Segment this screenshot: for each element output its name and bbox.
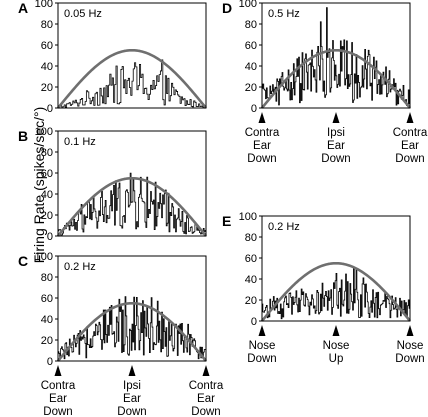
position-marker-arrow [406, 112, 414, 123]
response-histogram [58, 172, 206, 236]
frequency-label: 0.05 Hz [64, 8, 102, 20]
panel-letter: D [222, 0, 232, 16]
y-tick-label: 40 [245, 61, 257, 73]
y-tick-label: 100 [35, 251, 53, 263]
y-tick-label: 0 [47, 231, 53, 243]
panel-letter: A [18, 0, 28, 16]
position-label: Nose Down [395, 340, 424, 365]
plot-frame [57, 130, 207, 237]
position-label: Contra Ear Down [189, 380, 224, 417]
y-tick-label: 20 [41, 335, 53, 347]
y-tick-label: 60 [41, 168, 53, 180]
position-label: Contra Ear Down [245, 127, 280, 165]
sinusoid-fit-curve [56, 176, 208, 237]
y-tick-label: 0 [47, 356, 53, 368]
plot-frame [57, 2, 207, 109]
response-histogram [262, 7, 410, 107]
frequency-label: 0.1 Hz [64, 136, 96, 148]
y-tick-label: 0 [251, 103, 257, 115]
frequency-label: 0.2 Hz [268, 221, 300, 233]
response-histogram [58, 296, 206, 360]
y-tick-label: 0 [47, 103, 53, 115]
position-marker-arrow [202, 365, 210, 376]
position-marker-arrow [258, 325, 266, 336]
sinusoid-fit-curve [56, 48, 208, 109]
position-label: Ipsi Ear Down [321, 127, 350, 165]
y-tick-label: 100 [35, 0, 53, 10]
y-tick-label: 100 [239, 211, 257, 223]
panel-letter: E [222, 213, 231, 229]
response-histogram [58, 59, 206, 109]
y-tick-label: 20 [41, 210, 53, 222]
y-tick-label: 80 [245, 232, 257, 244]
position-marker-arrow [128, 365, 136, 376]
y-tick-label: 80 [41, 147, 53, 159]
y-tick-label: 40 [41, 189, 53, 201]
y-tick-label: 80 [245, 19, 257, 31]
sinusoid-fit-curve [56, 301, 208, 362]
plot-frame [261, 2, 411, 109]
y-tick-label: 80 [41, 19, 53, 31]
y-tick-label: 40 [41, 61, 53, 73]
y-tick-label: 0 [251, 316, 257, 328]
y-tick-label: 20 [245, 295, 257, 307]
y-tick-label: 60 [245, 40, 257, 52]
y-tick-label: 60 [245, 253, 257, 265]
y-tick-label: 20 [245, 82, 257, 94]
y-tick-label: 60 [41, 40, 53, 52]
y-tick-label: 40 [245, 274, 257, 286]
position-marker-arrow [332, 112, 340, 123]
plot-frame [261, 215, 411, 322]
frequency-label: 0.5 Hz [268, 8, 300, 20]
y-tick-label: 40 [41, 314, 53, 326]
frequency-label: 0.2 Hz [64, 261, 96, 273]
position-label: Nose Up [323, 340, 350, 365]
panel-b: B 0.1 Hz 0 20 40 60 80 100 [18, 126, 208, 243]
position-label: Ipsi Ear Down [117, 380, 146, 417]
y-tick-label: 20 [41, 82, 53, 94]
shared-y-axis-label: Firing Rate (spikes/sec/°) [31, 107, 47, 264]
position-label: Contra Ear Down [393, 127, 428, 165]
y-tick-label: 60 [41, 293, 53, 305]
sinusoid-fit-curve [260, 261, 412, 322]
panel-e: E 0.2 Hz 0 20 40 60 80 100 Nose Down Nose Up Nose Dow… [222, 211, 425, 365]
panel-d: D 0.5 Hz 0 20 40 60 80 100 Contra Ear Down Ipsi Ear D… [222, 0, 428, 165]
position-label: Contra Ear Down [41, 380, 76, 417]
plot-frame [57, 255, 207, 362]
panel-a: A 0.05 Hz 0 20 40 60 80 100 [18, 0, 208, 115]
position-marker-arrow [258, 112, 266, 123]
panel-letter: C [18, 253, 28, 269]
sinusoid-fit-curve [260, 48, 412, 109]
position-marker-arrow [406, 325, 414, 336]
position-marker-arrow [332, 325, 340, 336]
position-label: Nose Down [247, 340, 276, 365]
y-tick-label: 100 [239, 0, 257, 10]
position-marker-arrow [54, 365, 62, 376]
y-tick-label: 80 [41, 272, 53, 284]
panel-c: C 0.2 Hz 0 20 40 60 80 100 Contra Ear Down Ipsi Ear D… [18, 251, 224, 417]
y-tick-label: 100 [35, 126, 53, 138]
panel-letter: B [18, 128, 28, 144]
